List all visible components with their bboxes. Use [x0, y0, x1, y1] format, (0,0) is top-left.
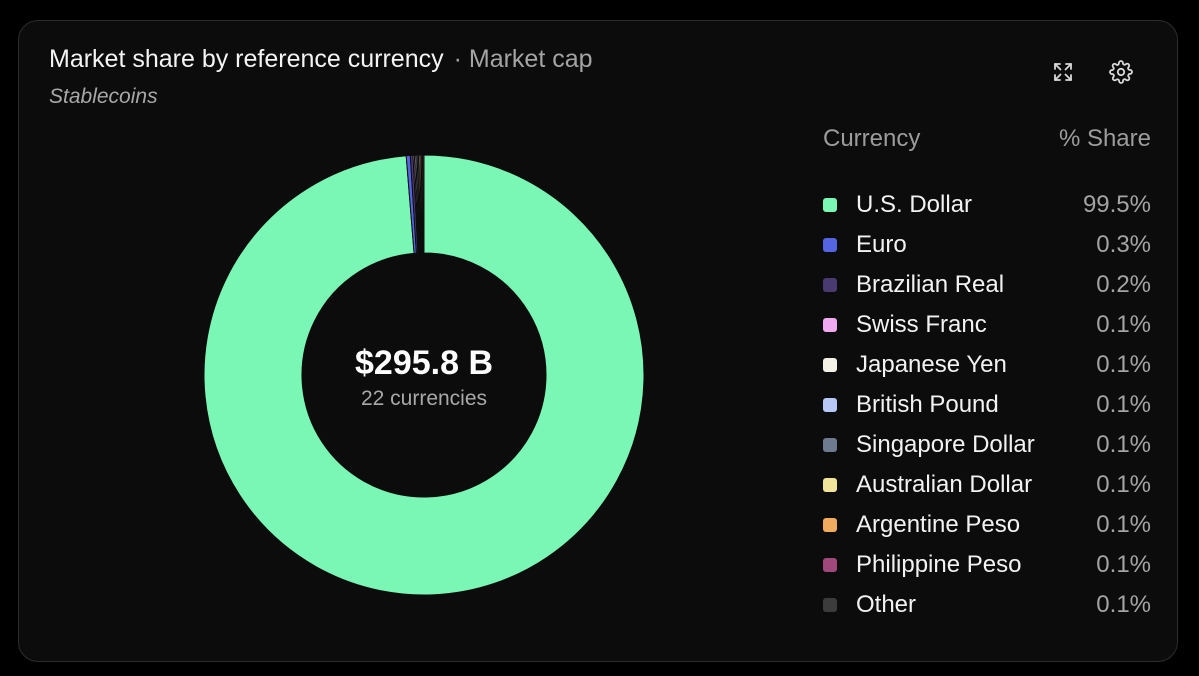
legend-label: Other [856, 591, 917, 618]
legend-value: 0.1% [1096, 511, 1151, 538]
legend-row-british-pound[interactable]: British Pound 0.1% [823, 385, 1151, 425]
expand-icon [1054, 63, 1072, 81]
legend-row-singapore-dollar[interactable]: Singapore Dollar 0.1% [823, 425, 1151, 465]
legend-swatch [823, 238, 837, 252]
expand-button[interactable] [1048, 57, 1078, 87]
legend-rows: U.S. Dollar 99.5% Euro 0.3% Brazilian Real 0.… [823, 185, 1151, 625]
legend-value: 0.1% [1096, 431, 1151, 458]
legend-value: 0.2% [1096, 271, 1151, 298]
legend-value: 0.1% [1096, 551, 1151, 578]
legend-header: Currency % Share [823, 125, 1151, 165]
total-value: $295.8 B [355, 344, 493, 382]
legend-row-argentine-peso[interactable]: Argentine Peso 0.1% [823, 505, 1151, 545]
chart-title: Market share by reference currency [49, 45, 444, 73]
legend-value: 0.1% [1096, 391, 1151, 418]
legend-row-australian-dollar[interactable]: Australian Dollar 0.1% [823, 465, 1151, 505]
legend-swatch [823, 198, 837, 212]
legend-row-japanese-yen[interactable]: Japanese Yen 0.1% [823, 345, 1151, 385]
donut-chart: $295.8 B 22 currencies [203, 154, 645, 596]
currency-column-header: Currency [823, 125, 921, 152]
legend-swatch [823, 398, 837, 412]
slice-other[interactable] [422, 154, 425, 254]
legend-label: Swiss Franc [856, 311, 987, 338]
legend-label: British Pound [856, 391, 999, 418]
legend-label: Singapore Dollar [856, 431, 1035, 458]
slice-u-s-dollar[interactable] [203, 154, 645, 596]
legend-value: 0.1% [1096, 471, 1151, 498]
legend-row-other[interactable]: Other 0.1% [823, 585, 1151, 625]
chart-header: Market share by reference currency · Mark… [49, 45, 593, 74]
legend-label: Japanese Yen [856, 351, 1007, 378]
chart-card: Market share by reference currency · Mark… [18, 20, 1178, 662]
donut-svg [203, 154, 645, 596]
legend-value: 0.3% [1096, 231, 1151, 258]
legend-value: 0.1% [1096, 311, 1151, 338]
legend-row-u-s-dollar[interactable]: U.S. Dollar 99.5% [823, 185, 1151, 225]
legend-value: 0.1% [1096, 591, 1151, 618]
legend-swatch [823, 518, 837, 532]
legend-label: U.S. Dollar [856, 191, 973, 218]
legend-label: Brazilian Real [856, 271, 1005, 298]
legend-row-swiss-franc[interactable]: Swiss Franc 0.1% [823, 305, 1151, 345]
legend-swatch [823, 318, 837, 332]
settings-button[interactable] [1106, 57, 1136, 87]
legend-label: Philippine Peso [856, 551, 1022, 578]
legend-value: 0.1% [1096, 351, 1151, 378]
legend-row-brazilian-real[interactable]: Brazilian Real 0.2% [823, 265, 1151, 305]
legend-row-euro[interactable]: Euro 0.3% [823, 225, 1151, 265]
legend-swatch [823, 598, 837, 612]
legend-swatch [823, 438, 837, 452]
legend-label: Australian Dollar [856, 471, 1033, 498]
currency-count: 22 currencies [360, 387, 488, 410]
legend-swatch [823, 558, 837, 572]
metric-label: · Market cap [453, 45, 593, 73]
legend-table: Currency % Share U.S. Dollar 99.5% Euro 0.3… [823, 125, 1151, 625]
legend-swatch [823, 358, 837, 372]
legend-label: Argentine Peso [856, 511, 1021, 538]
legend-row-philippine-peso[interactable]: Philippine Peso 0.1% [823, 545, 1151, 585]
share-column-header: % Share [1058, 125, 1151, 152]
gear-icon [1109, 60, 1133, 84]
legend-swatch [823, 478, 837, 492]
legend-value: 99.5% [1082, 191, 1151, 218]
chart-subtitle: Stablecoins [49, 85, 158, 108]
legend-swatch [823, 278, 837, 292]
legend-label: Euro [856, 231, 907, 258]
